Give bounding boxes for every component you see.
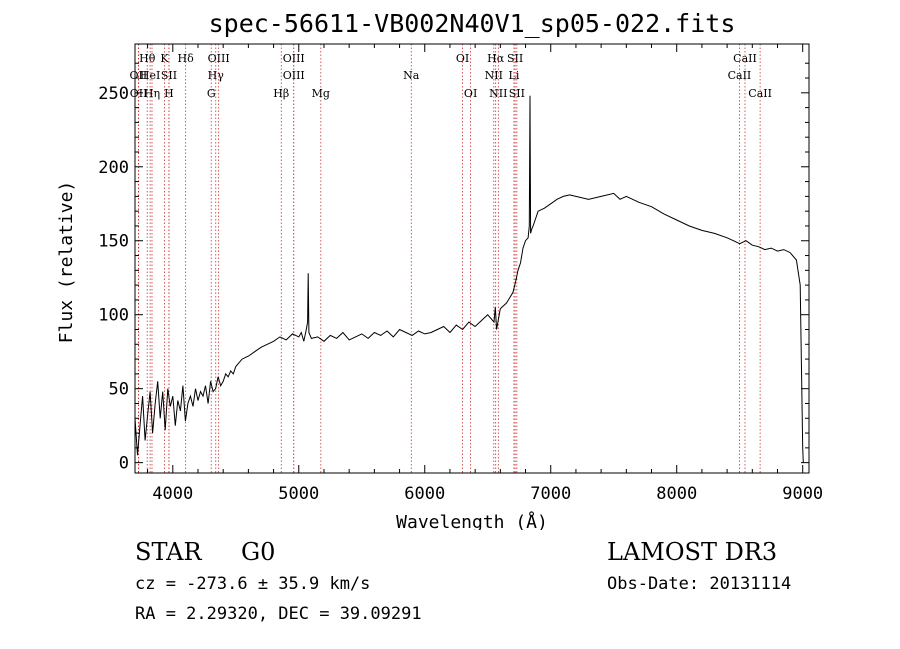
line-label: G <box>207 87 216 100</box>
line-label: H <box>164 87 174 100</box>
line-label: Hα <box>487 52 505 65</box>
line-label: OIII <box>283 52 305 65</box>
line-label: NII <box>489 87 507 100</box>
line-label: CaII <box>728 69 752 82</box>
line-label: OIII <box>283 69 305 82</box>
line-label: Hβ <box>273 87 289 100</box>
spectrum-chart: spec-56611-VB002N40V1_sp05-022.fits 4000… <box>56 9 823 530</box>
y-tick-label: 150 <box>98 232 129 252</box>
line-label: Mg <box>312 87 330 100</box>
line-label: NII <box>485 69 503 82</box>
plot-area: 4000 5000 6000 7000 8000 9000 0 50 100 150 200 250 H… <box>98 44 823 504</box>
x-tick-label: 6000 <box>404 484 445 504</box>
x-tick-label: 9000 <box>782 484 823 504</box>
coordinates: RA = 2.29320, DEC = 39.09291 <box>135 604 422 624</box>
line-label: OIII <box>208 52 230 65</box>
obs-date: Obs-Date: 20131114 <box>607 574 792 594</box>
line-label: OII <box>130 69 148 82</box>
x-tick-label: 8000 <box>656 484 697 504</box>
line-label: CaII <box>733 52 757 65</box>
line-label: K <box>160 52 169 65</box>
y-tick-label: 200 <box>98 158 129 178</box>
line-label: Li <box>509 69 520 82</box>
line-label: OI <box>464 87 477 100</box>
line-label: Na <box>403 69 420 82</box>
line-label: SII <box>509 87 525 100</box>
spectral-subclass: G0 <box>241 538 276 566</box>
line-label: OI <box>456 52 469 65</box>
y-tick-label: 250 <box>98 84 129 104</box>
y-tick-label: 50 <box>109 380 129 400</box>
line-label: SII <box>161 69 177 82</box>
y-tick-label: 100 <box>98 306 129 326</box>
line-label: HeI <box>140 69 160 82</box>
line-label: Hδ <box>178 52 195 65</box>
redshift-readout: cz = -273.6 ± 35.9 km/s <box>135 574 371 594</box>
object-class: STAR <box>135 538 202 566</box>
plot-frame <box>134 43 810 474</box>
survey-name: LAMOST DR3 <box>607 538 778 566</box>
x-tick-label: 4000 <box>152 484 193 504</box>
line-label: Hη <box>144 87 160 100</box>
line-label: CaII <box>748 87 772 100</box>
line-label: OII <box>130 87 148 100</box>
y-axis-label: Flux (relative) <box>56 181 77 344</box>
line-label: Hθ <box>139 52 156 65</box>
line-label: Hγ <box>208 69 225 82</box>
y-tick-label: 0 <box>119 454 129 474</box>
x-tick-label: 5000 <box>278 484 319 504</box>
x-tick-label: 7000 <box>530 484 571 504</box>
line-label: SII <box>507 52 523 65</box>
x-axis-label: Wavelength (Å) <box>396 511 548 530</box>
spectrum-series <box>134 95 804 463</box>
chart-title: spec-56611-VB002N40V1_sp05-022.fits <box>209 9 736 38</box>
